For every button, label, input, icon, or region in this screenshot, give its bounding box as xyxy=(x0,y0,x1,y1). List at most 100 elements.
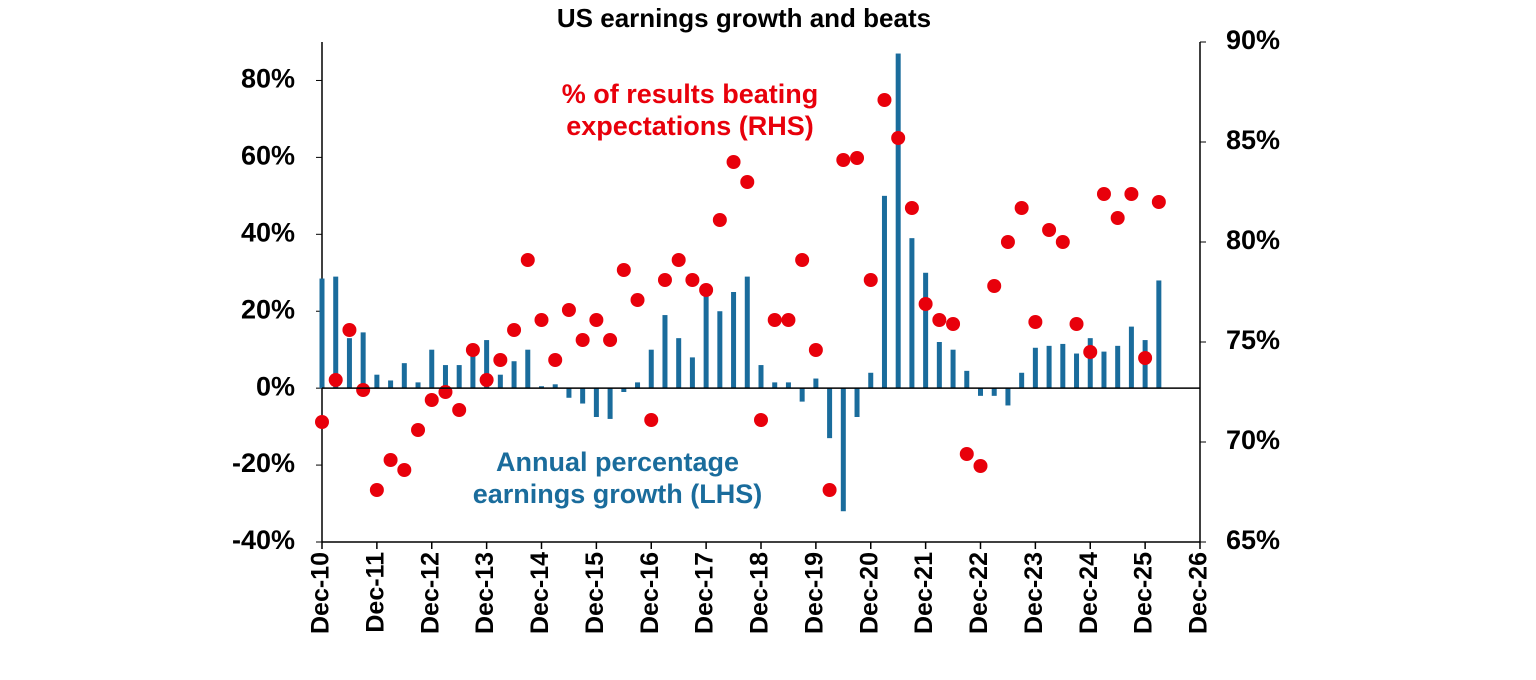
bar xyxy=(593,388,599,417)
bar xyxy=(1074,353,1080,389)
bar xyxy=(497,374,503,389)
bar xyxy=(319,278,325,389)
bar xyxy=(813,378,819,389)
x-tick-label: Dec-18 xyxy=(746,552,774,634)
dot xyxy=(1042,223,1057,237)
y-tick-label: 60% xyxy=(241,141,295,171)
bar xyxy=(580,388,586,404)
bar xyxy=(1032,347,1038,389)
dot xyxy=(671,253,686,267)
bar xyxy=(868,372,874,389)
dot xyxy=(397,463,412,477)
x-tick-label: Dec-10 xyxy=(307,552,335,634)
bar xyxy=(758,365,764,389)
dot xyxy=(1055,235,1070,249)
bar xyxy=(840,388,846,512)
bar xyxy=(936,342,942,389)
dot xyxy=(836,153,851,167)
bar xyxy=(607,388,613,419)
dot xyxy=(575,333,590,347)
dot xyxy=(328,373,343,387)
series-annotation: % of results beating expectations (RHS) xyxy=(561,79,819,141)
dot xyxy=(520,253,535,267)
x-tick-label: Dec-15 xyxy=(581,552,609,634)
x-tick-label: Dec-23 xyxy=(1020,552,1048,634)
bar xyxy=(470,353,476,389)
dot xyxy=(712,213,727,227)
x-tick-label: Dec-24 xyxy=(1075,552,1103,634)
bar xyxy=(442,365,448,389)
x-tick-label: Dec-22 xyxy=(965,552,993,634)
bar xyxy=(731,292,737,389)
bar xyxy=(1060,343,1066,389)
dot xyxy=(822,483,837,497)
dot xyxy=(1138,351,1153,365)
dot xyxy=(493,353,508,367)
dot xyxy=(795,253,810,267)
dot xyxy=(699,283,714,297)
chart-title: US earnings growth and beats xyxy=(557,3,931,33)
dot xyxy=(877,93,892,107)
dot xyxy=(1096,187,1111,201)
x-tick-label: Dec-26 xyxy=(1185,552,1213,634)
x-tick-label: Dec-20 xyxy=(855,552,883,634)
bar xyxy=(827,388,833,439)
y-tick-label: -40% xyxy=(232,525,295,555)
bar xyxy=(1019,372,1025,389)
dot xyxy=(1151,195,1166,209)
dot xyxy=(863,273,878,287)
bar xyxy=(964,370,970,389)
bar xyxy=(1156,280,1162,389)
dot xyxy=(1083,345,1098,359)
dot xyxy=(1124,187,1139,201)
y2-tick-label: 85% xyxy=(1226,125,1280,155)
dot xyxy=(946,317,961,331)
x-tick-label: Dec-25 xyxy=(1130,552,1158,634)
x-tick-label: Dec-13 xyxy=(471,552,499,634)
bar xyxy=(456,365,462,389)
bar xyxy=(648,349,654,389)
dot xyxy=(616,263,631,277)
bar xyxy=(799,388,805,402)
bar xyxy=(525,349,531,389)
dot xyxy=(932,313,947,327)
bar xyxy=(1046,345,1052,389)
bar xyxy=(374,374,380,389)
bar xyxy=(909,238,915,389)
bar xyxy=(978,388,983,396)
dot xyxy=(781,313,796,327)
bar xyxy=(772,382,778,389)
bar xyxy=(662,315,668,389)
bar xyxy=(360,332,366,389)
bar xyxy=(785,382,791,389)
dot xyxy=(369,483,384,497)
x-tick-label: Dec-17 xyxy=(691,552,719,634)
bar xyxy=(991,388,997,396)
y2-tick-label: 80% xyxy=(1226,225,1280,255)
dot xyxy=(987,279,1002,293)
dot xyxy=(438,385,453,399)
bar xyxy=(895,53,901,389)
bar xyxy=(1115,345,1121,389)
bar xyxy=(1005,388,1011,406)
dot xyxy=(685,273,700,287)
bar xyxy=(717,311,723,389)
y2-tick-label: 65% xyxy=(1226,525,1280,555)
y2-tick-label: 70% xyxy=(1226,425,1280,455)
dot xyxy=(411,423,426,437)
dot xyxy=(767,313,782,327)
dot xyxy=(891,131,906,145)
dot xyxy=(603,333,618,347)
dot xyxy=(342,323,357,337)
y-tick-label: 80% xyxy=(241,64,295,94)
bar xyxy=(429,349,435,389)
bar xyxy=(1128,326,1134,389)
bar xyxy=(689,357,695,389)
dot xyxy=(808,343,823,357)
dot xyxy=(356,383,371,397)
dot xyxy=(1110,211,1125,225)
bar xyxy=(703,295,709,389)
dot xyxy=(452,403,467,417)
y-tick-label: 0% xyxy=(256,371,295,401)
